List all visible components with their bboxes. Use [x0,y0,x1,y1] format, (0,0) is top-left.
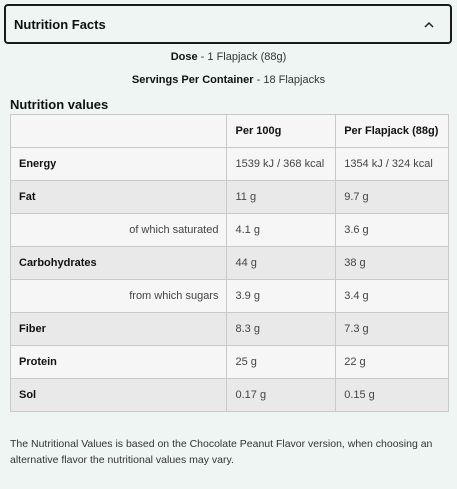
value-per-serving: 3.6 g [335,213,449,247]
value-per-100g: 44 g [226,246,337,280]
servings-label: Servings Per Container [131,74,254,86]
value-per-100g: 1539 kJ / 368 kcal [226,147,337,181]
nutrient-name: of which saturated [9,213,228,247]
value-per-serving: 38 g [335,246,449,280]
accordion-title: Nutrition Facts [14,16,106,32]
chevron-up-icon[interactable] [422,17,436,31]
value-per-serving: 3.4 g [335,279,449,313]
table-row: Fiber 8.3 g 7.3 g [9,312,449,346]
value-per-serving: 7.3 g [335,312,449,346]
value-per-serving: 1354 kJ / 324 kcal [335,147,449,181]
table-row: Energy 1539 kJ / 368 kcal 1354 kJ / 324 kc… [9,147,449,181]
dose-value: 1 Flapjack (88g) [207,51,287,63]
value-per-serving: 22 g [335,345,449,379]
value-per-100g: 11 g [226,180,337,214]
table-row: of which saturated 4.1 g 3.6 g [9,213,449,247]
value-per-100g: 4.1 g [226,213,337,247]
nutrient-name: Carbohydrates [9,246,228,280]
table-header-row: Per 100g Per Flapjack (88g) [9,114,449,148]
nutrient-name: from which sugars [9,279,228,313]
value-per-100g: 25 g [226,345,337,379]
nutrient-name: Sol [9,378,228,412]
table-row: Fat 11 g 9.7 g [9,180,449,214]
nutrient-name: Fat [9,180,228,214]
nutrient-name: Energy [9,147,228,181]
section-title: Nutrition values [10,97,109,112]
nutrient-name: Protein [9,345,228,379]
table-row: Carbohydrates 44 g 38 g [9,246,449,280]
dose-label: Dose [170,51,198,63]
table-row: Protein 25 g 22 g [9,345,449,379]
header-per-serving: Per Flapjack (88g) [335,114,449,148]
nutrition-facts-accordion-toggle[interactable]: Nutrition Facts [4,4,452,44]
value-per-serving: 9.7 g [335,180,449,214]
table-row: from which sugars 3.9 g 3.4 g [9,279,449,313]
nutrient-name: Fiber [9,312,228,346]
servings-line: Servings Per Container - 18 Flapjacks [131,74,326,86]
value-per-100g: 8.3 g [226,312,337,346]
header-blank [9,114,228,148]
value-per-100g: 0.17 g [226,378,337,412]
value-per-serving: 0.15 g [335,378,449,412]
footnote: The Nutritional Values is based on the C… [10,438,433,466]
nutrition-table: Per 100g Per Flapjack (88g) Energy 1539 k… [9,114,449,412]
value-per-100g: 3.9 g [226,279,337,313]
header-per-100g: Per 100g [226,114,337,148]
servings-value: 18 Flapjacks [263,74,326,86]
dose-line: Dose - 1 Flapjack (88g) [170,51,287,63]
table-row: Sol 0.17 g 0.15 g [9,378,449,412]
